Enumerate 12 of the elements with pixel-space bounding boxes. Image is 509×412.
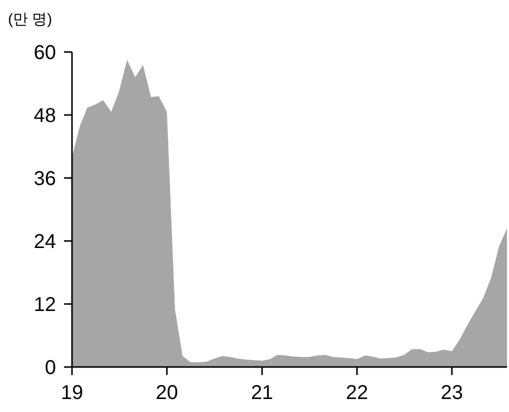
- y-tick-label: 36: [34, 168, 56, 190]
- y-tick-label: 48: [34, 105, 56, 127]
- y-tick-label: 12: [34, 294, 56, 316]
- y-tick-label: 60: [34, 42, 56, 64]
- x-tick-label: 19: [60, 382, 84, 404]
- x-tick-label: 20: [156, 382, 178, 404]
- x-tick-label: 22: [346, 382, 368, 404]
- x-tick-label: 23: [440, 382, 463, 404]
- y-axis-title: (만 명): [8, 11, 52, 28]
- x-tick-label: 21: [250, 382, 274, 404]
- y-tick-label: 0: [44, 357, 56, 379]
- y-tick-label: 24: [34, 231, 56, 253]
